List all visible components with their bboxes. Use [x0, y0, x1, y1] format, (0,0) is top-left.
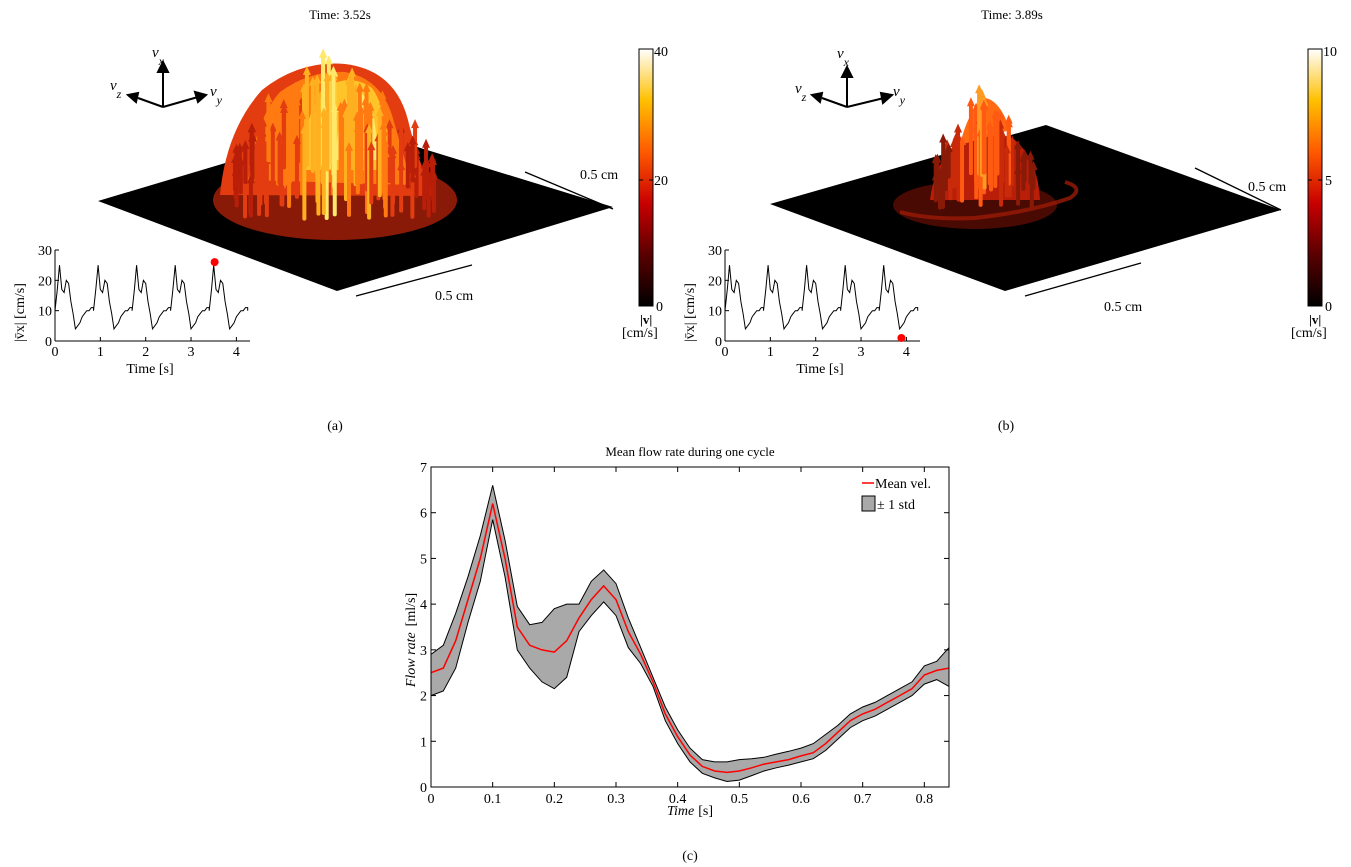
- panel-b-inset: 0 1 2 3 4 0 10 20 30: [708, 244, 920, 360]
- inset-ytick: 20: [708, 274, 722, 289]
- panel-a-inset-xlabel: Time [s]: [126, 362, 173, 377]
- panel-b-colorbar-unit: [cm/s]: [1291, 326, 1327, 341]
- panel-a-colorbar-max: 40: [654, 45, 668, 60]
- panel-a-colorbar: [638, 48, 654, 307]
- panel-b-vy-label: vy: [893, 84, 906, 107]
- panel-a-colorbar-unit: [cm/s]: [622, 326, 658, 341]
- inset-xtick: 0: [52, 345, 59, 360]
- panel-a-inset: 0 1 2 3 4 0 10 20 30: [38, 244, 250, 360]
- panel-a-axis-triad: [125, 59, 209, 108]
- panel-a-vy-label: vy: [210, 84, 223, 107]
- inset-ytick: 30: [708, 244, 722, 259]
- y-tick-label: 0: [420, 781, 427, 796]
- y-tick-label: 7: [420, 461, 427, 476]
- x-tick-label: 0.1: [484, 792, 502, 807]
- panel-c: Mean flow rate during one cycle 0 0.1 0.2 0…: [404, 444, 950, 864]
- std-band-upper: [430, 485, 950, 763]
- panel-a: Time: 3.52s vx vy vz 0.5 cm 0.5 cm: [13, 7, 668, 434]
- inset-time-marker: [897, 333, 906, 342]
- chart-xlabel: Time [s]: [667, 804, 713, 819]
- x-tick-label: 0.3: [607, 792, 625, 807]
- x-tick-label: 0.6: [792, 792, 810, 807]
- flow-rate-chart: 0 0.1 0.2 0.3 0.4 0.5 0.6 0.7 0.8 0 1 2 3 4 5 6 7: [420, 461, 950, 807]
- panel-a-scale-label-right: 0.5 cm: [580, 168, 618, 183]
- std-band: [431, 485, 949, 782]
- panel-b-inset-ylabel: |v̄x| [cm/s]: [683, 283, 698, 342]
- panel-b-scale-bar-bottom: [1024, 262, 1142, 297]
- panel-a-colorbar-min: 0: [656, 300, 663, 315]
- inset-ytick: 30: [38, 244, 52, 259]
- panel-b-caption: (b): [998, 419, 1015, 434]
- y-tick-label: 3: [420, 644, 427, 659]
- panel-a-colorbar-label: |v|: [640, 312, 652, 327]
- legend-mean-label: Mean vel.: [875, 477, 931, 492]
- panel-a-scale-label-bottom: 0.5 cm: [435, 289, 473, 304]
- inset-xtick: 2: [142, 345, 149, 360]
- panel-a-inset-ylabel: |v̄x| [cm/s]: [13, 283, 28, 342]
- panel-b-axis-triad: [809, 64, 895, 108]
- panel-a-scale-bar-bottom: [355, 264, 473, 297]
- panel-a-vx-label: vx: [152, 45, 165, 68]
- inset-xtick: 1: [767, 345, 774, 360]
- x-tick-label: 0.2: [546, 792, 564, 807]
- x-tick-label: 0.4: [669, 792, 687, 807]
- panel-b-vz-label: vz: [795, 81, 807, 104]
- panel-b-scale-bar-right: [1194, 167, 1282, 211]
- panel-c-caption: (c): [682, 849, 698, 864]
- chart-ylabel: Flow rate[ml/s]: [404, 593, 419, 688]
- panel-a-caption: (a): [327, 419, 343, 434]
- inset-xtick: 3: [858, 345, 865, 360]
- inset-ytick: 10: [38, 305, 52, 320]
- y-tick-label: 5: [420, 552, 427, 567]
- panel-b-colorbar: [1307, 48, 1323, 307]
- inset-trace: [724, 265, 919, 331]
- legend-std-label: ± 1 std: [877, 498, 915, 513]
- panel-a-title: Time: 3.52s: [309, 7, 371, 22]
- panel-a-colorbar-mid: 20: [654, 174, 668, 189]
- panel-b: Time: 3.89s vx vy vz 0.5 cm 0.5 cm 10 5: [683, 7, 1337, 434]
- inset-xtick: 3: [188, 345, 195, 360]
- panel-b-colorbar-max: 10: [1323, 45, 1337, 60]
- panel-b-vx-label: vx: [837, 46, 850, 69]
- panel-a-velocity-field: [213, 48, 457, 240]
- inset-xtick: 4: [233, 345, 240, 360]
- inset-xtick: 4: [903, 345, 910, 360]
- inset-ytick: 0: [45, 335, 52, 350]
- plot-frame: [430, 466, 950, 788]
- chart-title: Mean flow rate during one cycle: [605, 444, 775, 459]
- x-tick-label: 0.8: [916, 792, 934, 807]
- y-tick-label: 2: [420, 690, 427, 705]
- std-band-lower: [430, 519, 950, 783]
- inset-ytick: 10: [708, 305, 722, 320]
- panel-b-scale-label-right: 0.5 cm: [1248, 180, 1286, 195]
- panel-a-vz-label: vz: [110, 78, 122, 101]
- inset-trace: [54, 265, 249, 331]
- inset-time-marker: [210, 258, 219, 267]
- panel-b-colorbar-label: |v|: [1309, 312, 1321, 327]
- y-tick-label: 4: [420, 598, 427, 613]
- panel-b-inset-xlabel: Time [s]: [796, 362, 843, 377]
- panel-b-velocity-field: [893, 84, 1079, 229]
- panel-b-scale-label-bottom: 0.5 cm: [1104, 300, 1142, 315]
- inset-xtick: 2: [812, 345, 819, 360]
- panel-b-colorbar-min: 0: [1325, 300, 1332, 315]
- inset-ytick: 20: [38, 274, 52, 289]
- chart-legend: Mean vel. ± 1 std: [861, 477, 931, 513]
- y-tick-label: 1: [420, 735, 427, 750]
- panel-b-colorbar-mid: 5: [1325, 174, 1332, 189]
- legend-std-swatch: [861, 495, 876, 512]
- inset-xtick: 1: [97, 345, 104, 360]
- panel-a-scale-bar-right: [524, 171, 614, 210]
- inset-xtick: 0: [722, 345, 729, 360]
- x-tick-label: 0.5: [731, 792, 749, 807]
- inset-ytick: 0: [715, 335, 722, 350]
- mean-velocity-line: [430, 503, 950, 774]
- x-tick-label: 0.7: [854, 792, 872, 807]
- x-tick-label: 0: [428, 792, 435, 807]
- y-tick-label: 6: [420, 507, 427, 522]
- panel-b-title: Time: 3.89s: [981, 7, 1043, 22]
